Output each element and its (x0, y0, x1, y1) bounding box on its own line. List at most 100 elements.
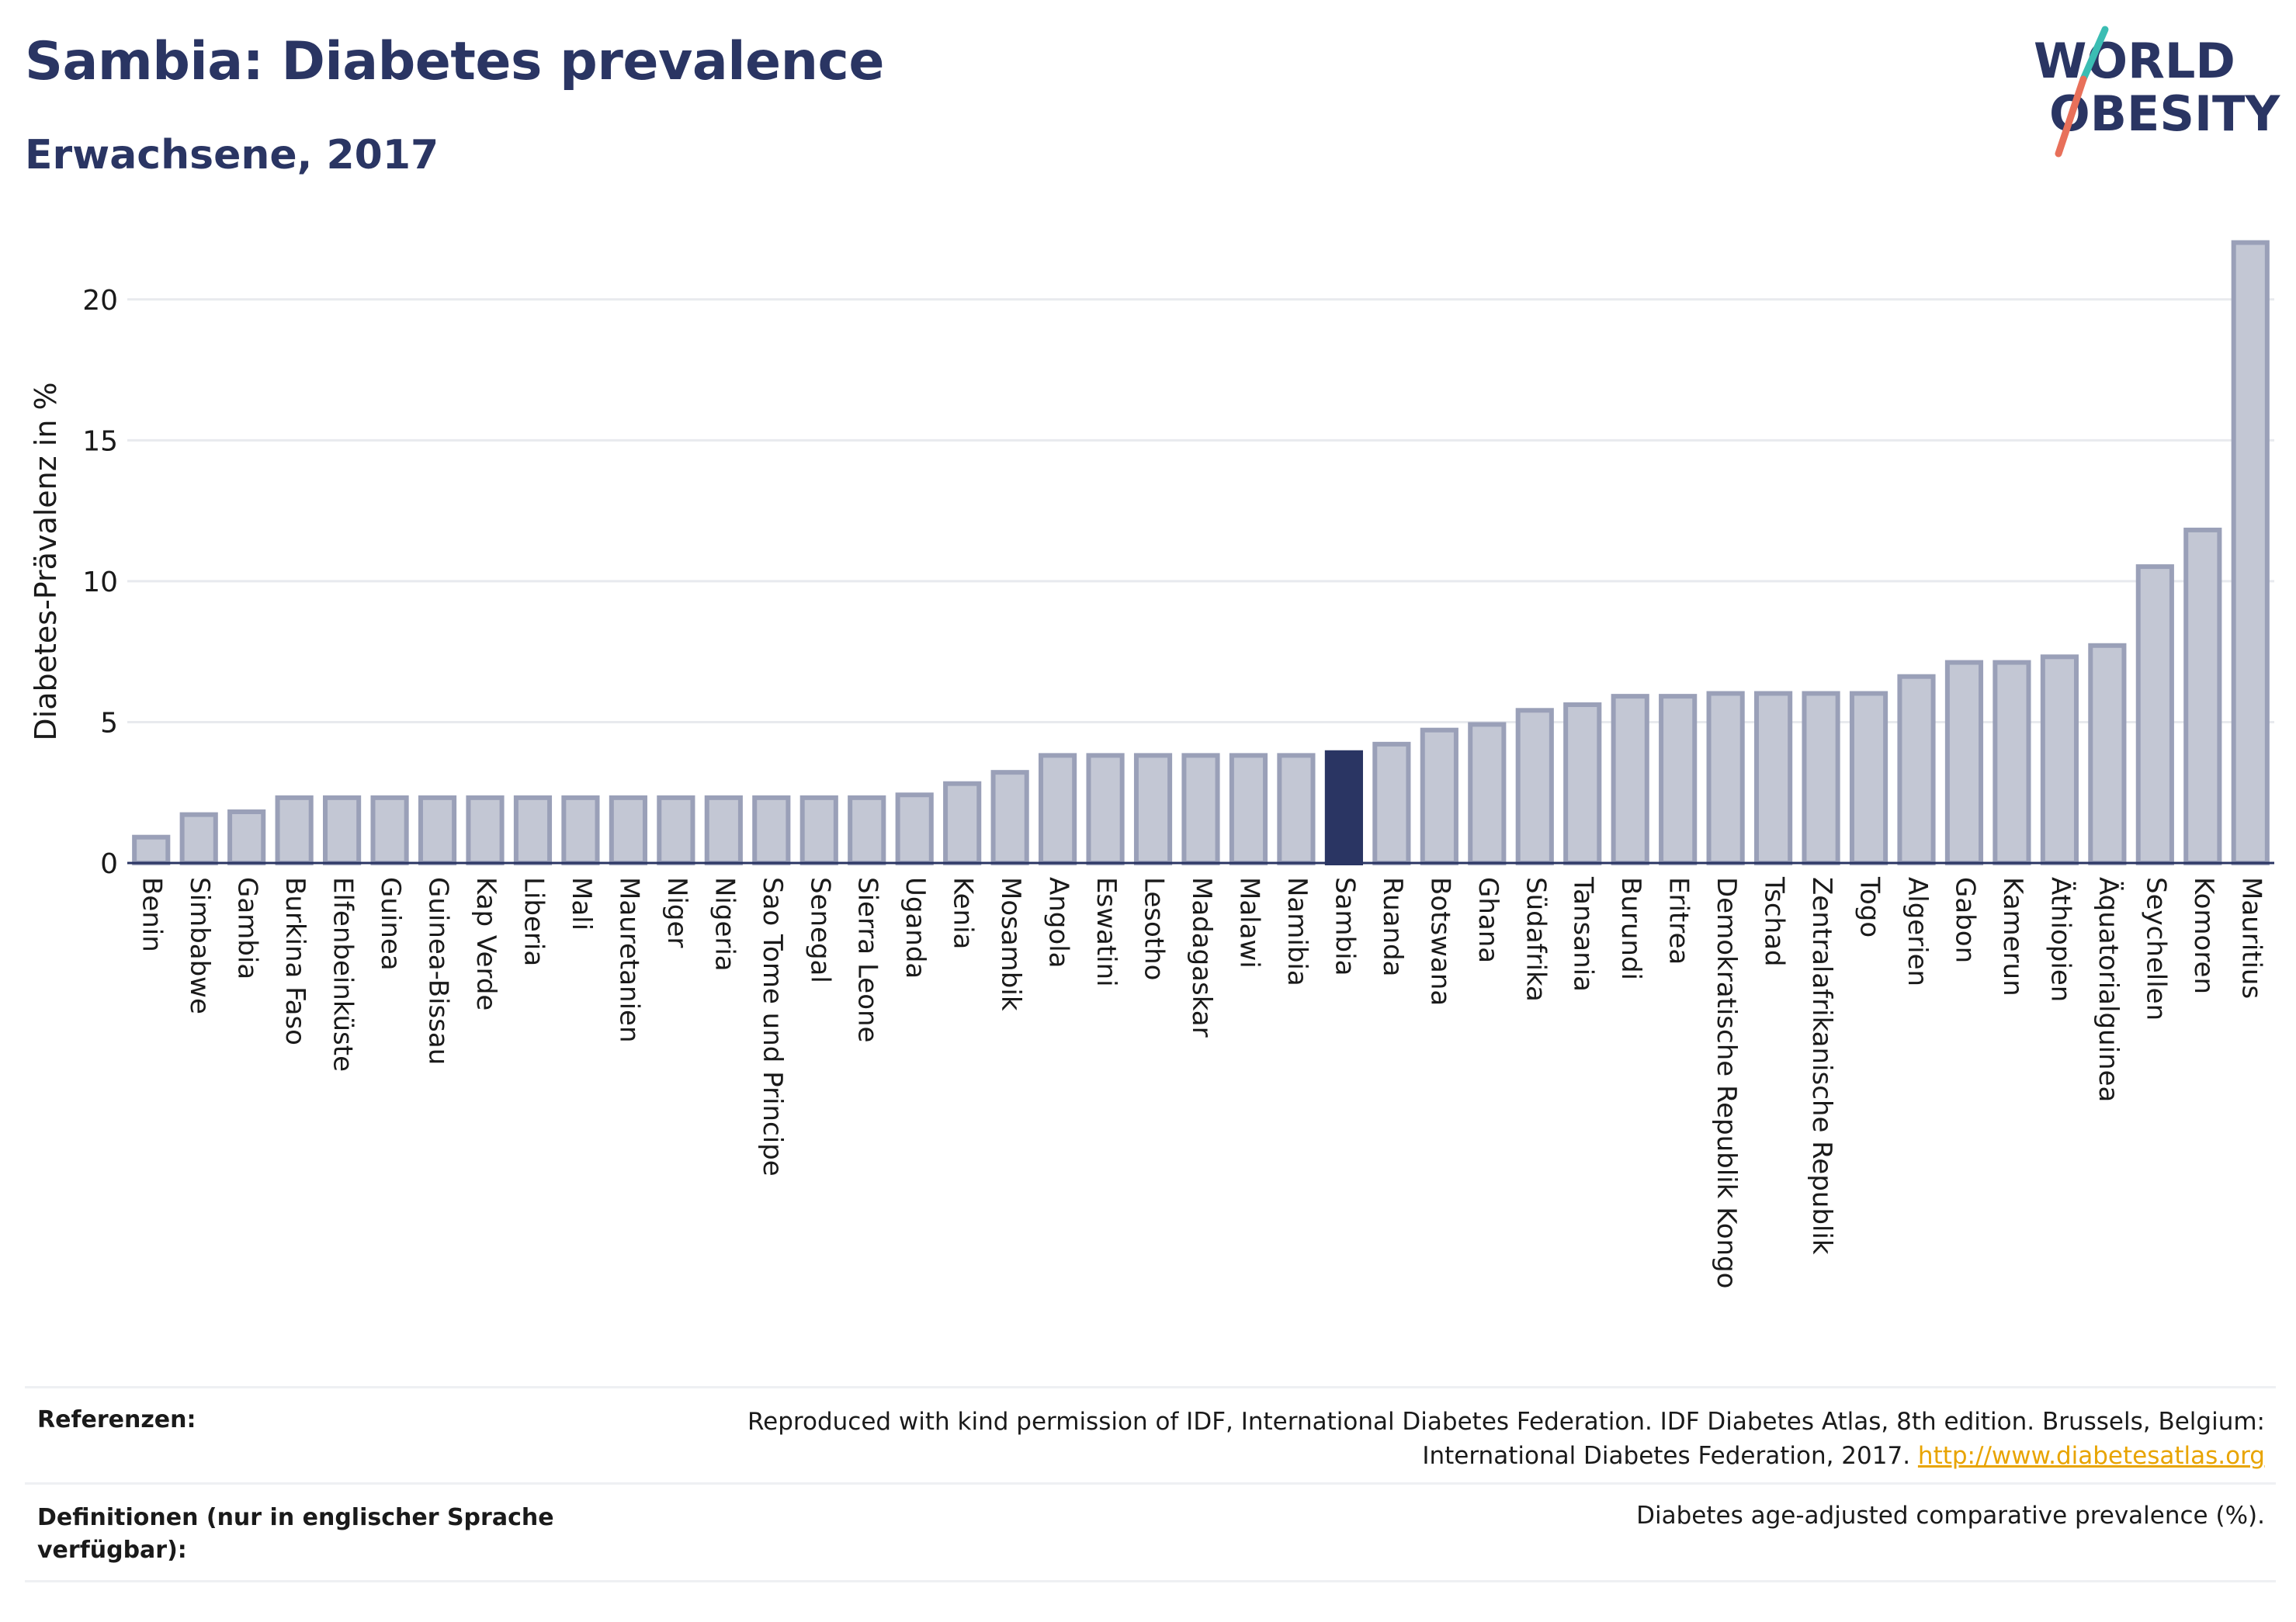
x-tick-label: Ghana (1472, 877, 1503, 963)
x-tick-label: Simbabwe (184, 877, 215, 1014)
y-axis-label: Diabetes-Prävalenz in % (29, 382, 63, 740)
x-tick-label: Benin (137, 877, 168, 952)
x-tick-label: Äthiopien (2045, 877, 2076, 1002)
references-text-2: International Diabetes Federation, 2017. (1422, 1442, 1911, 1470)
y-tick-label: 15 (82, 425, 118, 457)
x-tick-label: Mauretanien (613, 877, 644, 1043)
bar-benin[interactable] (132, 834, 171, 865)
bar-namibia[interactable] (1277, 753, 1316, 865)
y-tick-label: 20 (82, 285, 118, 317)
bar-zentralafrikanische-republik[interactable] (1802, 691, 1840, 865)
footer-divider-bottom (25, 1580, 2276, 1582)
bar-gambia[interactable] (227, 809, 266, 866)
bar-äthiopien[interactable] (2040, 654, 2079, 865)
x-tick-label: Niger (661, 877, 692, 948)
bar-mauretanien[interactable] (609, 795, 647, 866)
x-tick-label: Tschad (1759, 876, 1790, 967)
bar-niger[interactable] (657, 795, 695, 866)
x-tick-label: Guinea (375, 877, 406, 971)
bar-mauritius[interactable] (2231, 240, 2270, 866)
y-axis-ticks: 0 5 10 15 20 (82, 285, 118, 880)
bar-seychellen[interactable] (2135, 564, 2174, 865)
x-tick-label: Algerien (1902, 877, 1933, 986)
x-tick-label: Mauritius (2235, 877, 2267, 999)
bar-südafrika[interactable] (1515, 708, 1554, 865)
bar-kap-verde[interactable] (466, 795, 505, 866)
x-tick-label: Burkina Faso (279, 877, 310, 1045)
bar-burkina-faso[interactable] (275, 795, 314, 866)
bars (132, 240, 2270, 866)
bar-senegal[interactable] (799, 795, 838, 866)
bar-sierra-leone[interactable] (848, 795, 886, 866)
x-tick-label: Kenia (948, 877, 979, 949)
bar-kamerun[interactable] (1993, 660, 2031, 865)
x-tick-label: Elfenbeinküste (328, 877, 359, 1072)
world-obesity-logo: WORLD OBESITY (2034, 26, 2280, 158)
x-tick-label: Gambia (232, 877, 263, 979)
bar-komoren[interactable] (2183, 527, 2222, 865)
bar-eswatini[interactable] (1086, 753, 1125, 865)
y-tick-label: 10 (82, 567, 118, 598)
bar-ghana[interactable] (1468, 722, 1507, 866)
logo-slash-teal (2079, 26, 2109, 83)
bar-liberia[interactable] (513, 795, 553, 866)
x-axis-labels: Benin Simbabwe Gambia Burkina Faso Elfenbein… (137, 876, 2267, 1288)
bar-tschad[interactable] (1754, 691, 1793, 865)
x-tick-label: Sambia (1329, 877, 1360, 976)
bar-botswana[interactable] (1420, 727, 1458, 865)
definitions-text: Diabetes age-adjusted comparative preval… (1636, 1502, 2265, 1530)
bar-kenia[interactable] (943, 781, 982, 865)
bar-eritrea[interactable] (1659, 694, 1698, 866)
bar-elfenbeinküste[interactable] (323, 795, 362, 866)
footer-divider-mid (25, 1482, 2276, 1485)
x-tick-label: Kap Verde (470, 877, 501, 1010)
bar-mosambik[interactable] (990, 770, 1029, 866)
x-tick-label: Gabon (1949, 877, 1980, 963)
x-tick-label: Zentralafrikanische Republik (1806, 877, 1837, 1255)
bar-mali[interactable] (561, 795, 600, 866)
bar-togo[interactable] (1849, 691, 1888, 865)
x-tick-label: Togo (1854, 876, 1885, 938)
logo-line1: WORLD (2034, 33, 2235, 89)
bar-gabon[interactable] (1944, 660, 1984, 865)
bar-uganda[interactable] (895, 792, 934, 865)
x-tick-label: Botswana (1424, 877, 1455, 1006)
x-tick-label: Angola (1043, 877, 1074, 968)
x-tick-label: Liberia (518, 877, 549, 966)
bar-guinea[interactable] (370, 795, 409, 866)
bar-madagaskar[interactable] (1181, 753, 1220, 865)
bar-chart: 0 5 10 15 20 Benin Simbabwe Gambia Burkina Faso… (29, 240, 2274, 1288)
x-tick-label: Eswatini (1091, 877, 1122, 987)
bar-malawi[interactable] (1229, 753, 1268, 865)
x-tick-label: Mali (566, 877, 597, 931)
bar-ruanda[interactable] (1372, 741, 1411, 866)
x-tick-label: Nigeria (709, 877, 740, 972)
x-tick-label: Senegal (804, 877, 835, 983)
grid-lines (127, 298, 2274, 723)
bar-sambia[interactable] (1324, 750, 1363, 865)
bar-nigeria[interactable] (704, 795, 743, 866)
chart-subtitle: Erwachsene, 2017 (25, 132, 439, 178)
x-tick-label: Malawi (1233, 877, 1264, 969)
x-tick-label: Seychellen (2140, 877, 2171, 1021)
footer-divider-top (25, 1386, 2276, 1388)
x-tick-label: Lesotho (1139, 877, 1170, 980)
bar-demokratische-republik-kongo[interactable] (1706, 691, 1745, 865)
references-link[interactable]: http://www.diabetesatlas.org (1917, 1442, 2265, 1470)
x-tick-label: Ruanda (1377, 877, 1408, 976)
references-text: Reproduced with kind permission of IDF, … (713, 1405, 2265, 1473)
bar-burundi[interactable] (1611, 694, 1649, 866)
y-tick-label: 5 (100, 707, 118, 739)
bar-lesotho[interactable] (1133, 753, 1173, 865)
x-tick-label: Komoren (2188, 877, 2219, 994)
bar-guinea-bissau[interactable] (418, 795, 457, 866)
x-tick-label: Guinea-Bissau (423, 877, 454, 1065)
bar-tansania[interactable] (1563, 702, 1602, 865)
x-tick-label: Madagaskar (1186, 877, 1217, 1038)
bar-sao-tome-und-principe[interactable] (752, 795, 791, 866)
bar-angola[interactable] (1039, 753, 1077, 865)
bar-algerien[interactable] (1897, 674, 1936, 866)
bar-äquatorialguinea[interactable] (2088, 643, 2127, 865)
bar-simbabwe[interactable] (179, 812, 218, 866)
x-tick-label: Eritrea (1663, 877, 1694, 965)
